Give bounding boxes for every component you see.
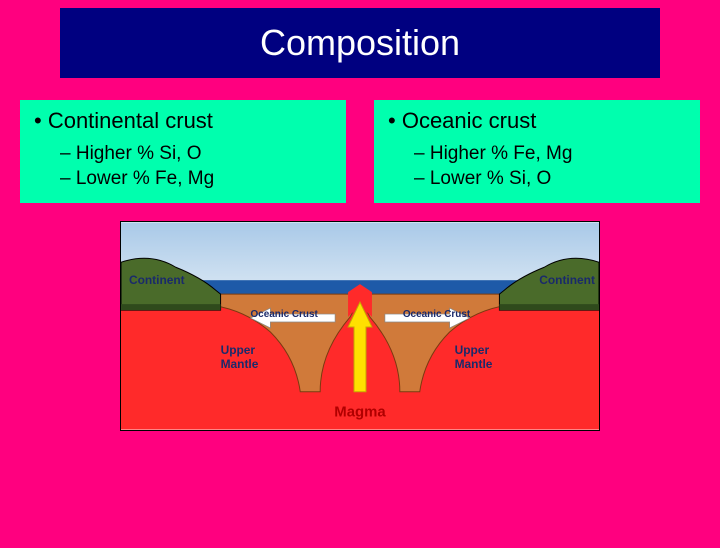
- oceanic-sub2: Lower % Si, O: [414, 167, 686, 192]
- label-magma: Magma: [334, 404, 386, 421]
- label-oceanic-left: Oceanic Crust: [250, 309, 318, 320]
- label-upper-mantle-right: Upper Mantle: [455, 343, 493, 371]
- continental-sub2: Lower % Fe, Mg: [60, 167, 332, 192]
- label-upper-mantle-left: Upper Mantle: [221, 343, 259, 371]
- label-continent-right: Continent: [539, 274, 595, 288]
- label-continent-left: Continent: [129, 274, 185, 288]
- label-oceanic-right: Oceanic Crust: [403, 309, 471, 320]
- oceanic-sub1: Higher % Fe, Mg: [414, 142, 686, 167]
- oceanic-block: Oceanic crust Higher % Fe, Mg Lower % Si…: [374, 100, 700, 203]
- continental-heading: Continental crust: [34, 108, 332, 134]
- geology-diagram: Continent Continent Oceanic Crust Oceani…: [120, 221, 600, 431]
- continental-sub1: Higher % Si, O: [60, 142, 332, 167]
- content-columns: Continental crust Higher % Si, O Lower %…: [20, 100, 700, 203]
- continental-block: Continental crust Higher % Si, O Lower %…: [20, 100, 346, 203]
- oceanic-heading: Oceanic crust: [388, 108, 686, 134]
- slide-title: Composition: [60, 8, 660, 78]
- diagram-svg: Continent Continent Oceanic Crust Oceani…: [121, 222, 599, 430]
